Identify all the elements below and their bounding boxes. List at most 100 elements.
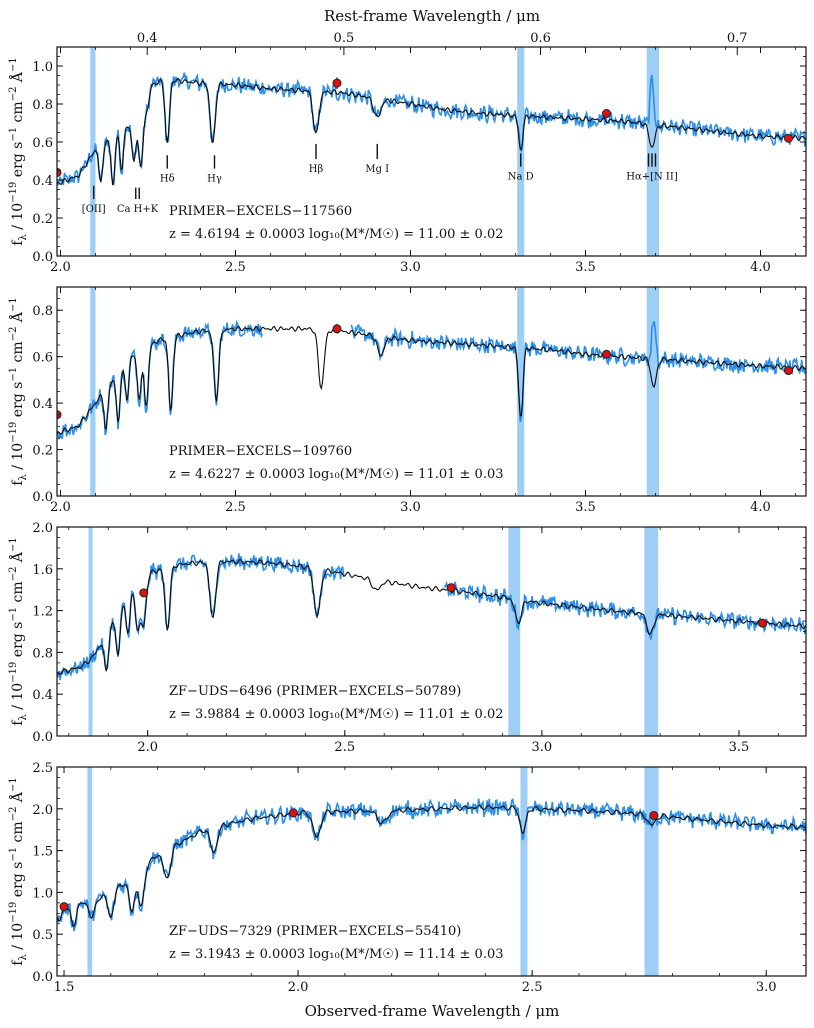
axes-frame (56, 46, 807, 257)
panel-3: 2.0 2.5 3.0 3.5 0.0 0.4 0.8 1.2 1.6 2.0 fλ / 10−19… (8, 521, 807, 755)
y-tick-label: 0.0 (32, 490, 53, 505)
top-axis-tick-label: 0.5 (334, 31, 355, 46)
masked-band-2 (508, 527, 521, 736)
masked-band-3 (646, 287, 659, 496)
y-tick-label: 2.5 (32, 761, 53, 776)
observed-spectrum (57, 319, 806, 440)
photometry-point (446, 583, 456, 593)
masked-band-2 (520, 767, 528, 976)
spectral-line-label: Ca H+K (117, 204, 159, 215)
top-axis-title: Rest-frame Wavelength / μm (324, 7, 540, 25)
y-axis-title-part: / 10 (10, 683, 26, 714)
x-tick-label: 2.5 (225, 500, 246, 515)
redshift-text: z = 4.6194 ± 0.0003 (169, 227, 305, 242)
y-axis-title-part: / 10 (10, 923, 26, 954)
spectral-line-label: [OII] (82, 204, 106, 215)
model-spectrum (57, 558, 806, 675)
y-axis-title: fλ / 10−19 erg s−1 cm−2 Å−1 (8, 537, 29, 726)
y-tick-label: 1.5 (32, 845, 53, 860)
x-tick-label: 2.5 (334, 740, 355, 755)
x-tick-label: 4.0 (750, 260, 771, 275)
panel-4: 1.5 2.0 2.5 3.0 0.0 0.5 1.0 1.5 2.0 2.5 fλ / 10−19… (8, 761, 807, 995)
y-axis-title-part: −1 (8, 127, 19, 142)
y-axis-title-part: f (10, 959, 26, 966)
spectral-line-label: Mg I (365, 164, 389, 175)
photometry-point (649, 810, 659, 820)
axes-frame (56, 526, 807, 737)
y-axis-title-part: λ (18, 714, 29, 721)
y-axis-title-part: Å (8, 551, 26, 566)
x-tick-label: 3.0 (400, 500, 421, 515)
y-tick-label: 0.6 (32, 136, 53, 151)
y-axis-title: fλ / 10−19 erg s−1 cm−2 Å−1 (8, 57, 29, 246)
y-axis-title-part: f (10, 719, 26, 726)
x-tick-label: 4.0 (750, 500, 771, 515)
top-axis-tick-label: 0.4 (137, 31, 158, 46)
x-tick-label: 3.5 (729, 740, 750, 755)
model-spectrum (57, 804, 806, 928)
y-axis-title-part: λ (18, 954, 29, 961)
y-axis-title: fλ / 10−19 erg s−1 cm−2 Å−1 (8, 297, 29, 486)
masked-band-1 (88, 527, 93, 736)
galaxy-name: ZF−UDS−7329 (PRIMER−EXCELS−55410) (169, 924, 461, 939)
photometry-point (784, 366, 793, 376)
y-axis-title-part: −1 (8, 297, 19, 312)
galaxy-name: ZF−UDS−6496 (PRIMER−EXCELS−50789) (169, 684, 461, 699)
y-tick-label: 0.4 (32, 174, 53, 189)
y-axis-title-part: −1 (8, 367, 19, 382)
y-axis-title-part: f (10, 479, 26, 486)
y-axis-title-part: erg s (10, 862, 26, 902)
masked-band-1 (87, 767, 93, 976)
y-tick-label: 2.0 (32, 521, 53, 536)
masked-band-1 (90, 47, 96, 256)
top-axis-tick-label: 0.6 (530, 31, 551, 46)
y-axis-title-part: −2 (8, 87, 19, 102)
x-tick-label: 2.0 (50, 260, 71, 275)
y-axis-title-part: cm (10, 821, 26, 847)
y-tick-label: 0.8 (32, 304, 53, 319)
y-axis-title-part: cm (10, 101, 26, 127)
y-tick-label: 0.8 (32, 646, 53, 661)
x-tick-label: 2.5 (225, 260, 246, 275)
top-axis-tick-label: 0.7 (727, 31, 748, 46)
spectral-line-label: Hα+[N II] (626, 172, 678, 183)
y-axis-title-part: / 10 (10, 443, 26, 474)
y-tick-label: 0.2 (32, 444, 53, 459)
x-tick-label: 3.5 (575, 500, 596, 515)
spectral-line-label: Hβ (309, 164, 324, 175)
y-axis-title-part: λ (18, 474, 29, 481)
plot-area (57, 287, 806, 496)
y-axis-title-part: −19 (8, 182, 19, 203)
photometry-point (59, 902, 69, 912)
redshift-text: z = 3.1943 ± 0.0003 (169, 947, 305, 962)
spectral-line-label: Hγ (207, 174, 222, 185)
y-axis-title-part: / 10 (10, 203, 26, 234)
y-axis-title-part: −1 (8, 537, 19, 552)
observed-spectrum (57, 798, 806, 932)
x-tick-label: 3.0 (756, 980, 777, 995)
y-tick-label: 0.2 (32, 212, 53, 227)
y-axis-title-part: Å (8, 71, 26, 86)
y-tick-label: 0.5 (32, 928, 53, 943)
x-tick-label: 3.5 (575, 260, 596, 275)
x-tick-label: 3.0 (532, 740, 553, 755)
stellar-mass-text: log₁₀(M*/M☉) = 11.01 ± 0.02 (309, 707, 504, 722)
stellar-mass-text: log₁₀(M*/M☉) = 11.01 ± 0.03 (309, 467, 504, 482)
y-axis-title-part: Å (8, 311, 26, 326)
y-tick-label: 2.0 (32, 803, 53, 818)
x-tick-label: 2.0 (288, 980, 309, 995)
y-axis-title-part: λ (18, 234, 29, 241)
photometry-point (602, 109, 611, 118)
y-tick-label: 0.4 (32, 397, 53, 412)
y-tick-label: 0.4 (32, 688, 53, 703)
spectral-line-label: Na D (508, 172, 534, 183)
x-tick-label: 2.5 (522, 980, 543, 995)
masked-band-3 (644, 767, 659, 976)
y-axis-title-part: −1 (8, 57, 19, 72)
y-axis-title-part: −19 (8, 662, 19, 683)
y-axis-title-part: cm (10, 581, 26, 607)
masked-band-1 (90, 287, 96, 496)
x-axis-title: Observed-frame Wavelength / μm (305, 1002, 560, 1020)
y-tick-label: 1.0 (32, 60, 53, 75)
galaxy-name: PRIMER−EXCELS−117560 (169, 204, 352, 219)
